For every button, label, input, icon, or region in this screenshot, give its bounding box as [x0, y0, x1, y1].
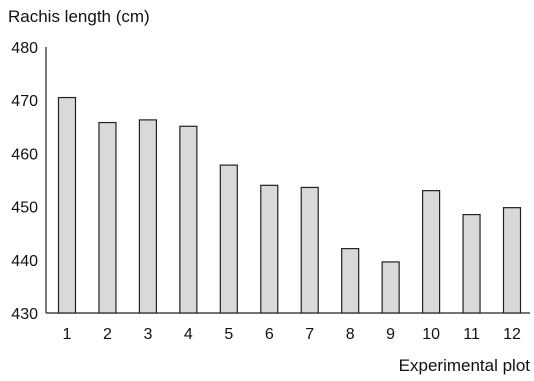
y-tick-label: 480 [11, 40, 38, 57]
y-tick-label: 430 [11, 306, 38, 323]
x-tick-label: 8 [346, 326, 355, 343]
bar-plot-4 [179, 125, 198, 314]
y-tick-label: 470 [11, 93, 38, 110]
bar-series [57, 96, 522, 314]
x-tick-label: 3 [143, 326, 152, 343]
bar-plot-10 [421, 190, 441, 314]
x-tick-label: 10 [422, 326, 440, 343]
bar-plot-11 [462, 213, 481, 314]
x-tick-label: 6 [265, 326, 274, 343]
bar-plot-5 [219, 164, 238, 314]
x-tick-label: 4 [184, 326, 193, 343]
x-tick-label: 7 [305, 326, 314, 343]
bar-plot-3 [138, 119, 158, 314]
bar-plot-6 [260, 184, 279, 314]
x-axis-title: Experimental plot [399, 356, 531, 375]
y-tick-label: 460 [11, 146, 38, 163]
bar-plot-12 [502, 207, 522, 314]
x-tick-label: 9 [386, 326, 395, 343]
x-tick-label: 5 [224, 326, 233, 343]
bar-plot-1 [57, 96, 77, 314]
y-tick-label: 450 [11, 200, 38, 217]
bar-plot-2 [98, 121, 117, 314]
x-tick-label: 2 [103, 326, 112, 343]
x-tick-label: 12 [503, 326, 521, 343]
bar-plot-8 [341, 248, 360, 314]
x-tick-label: 1 [63, 326, 72, 343]
bar-plot-9 [381, 261, 400, 314]
y-axis-title: Rachis length (cm) [8, 7, 150, 26]
y-tick-label: 440 [11, 253, 38, 270]
x-tick-label: 11 [463, 326, 480, 343]
y-tick-labels: 430 440 450 460 470 480 [11, 40, 38, 323]
bar-plot-7 [300, 186, 319, 314]
x-tick-labels: 1 2 3 4 5 6 7 8 9 10 11 12 [63, 326, 521, 343]
